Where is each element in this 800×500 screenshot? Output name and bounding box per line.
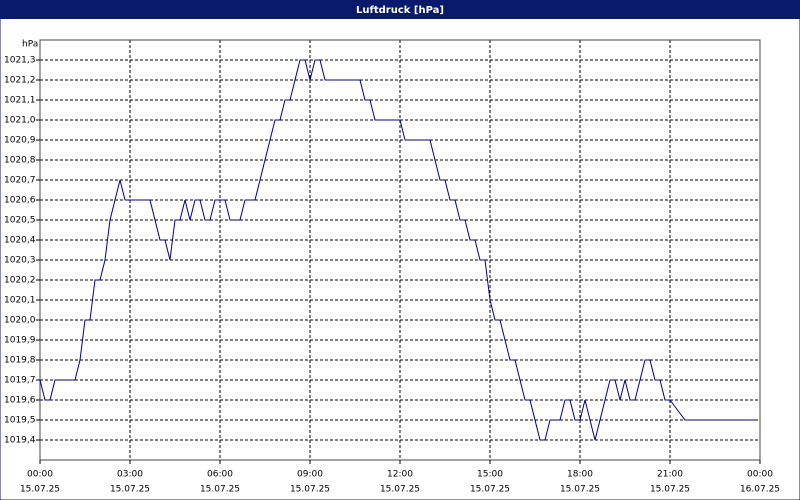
x-tick-label: 03:00: [117, 470, 143, 480]
x-tick-date: 15.07.25: [560, 485, 600, 495]
y-tick-label: 1021,2: [4, 76, 36, 86]
y-tick-label: 1020,3: [4, 256, 36, 266]
y-tick-label: 1020,5: [4, 216, 36, 226]
y-tick-label: 1019,4: [4, 436, 36, 446]
y-tick-label: 1020,6: [4, 196, 36, 206]
x-tick-date: 15.07.25: [650, 485, 690, 495]
x-tick-label: 12:00: [387, 470, 413, 480]
y-tick-label: 1019,6: [4, 396, 36, 406]
y-tick-label: 1020,2: [4, 276, 36, 286]
x-tick-label: 15:00: [477, 470, 503, 480]
y-tick-label: 1021,3: [4, 56, 36, 66]
y-tick-label: 1021,1: [4, 96, 36, 106]
x-tick-label: 00:00: [27, 470, 53, 480]
x-tick-label: 06:00: [207, 470, 233, 480]
y-tick-label: 1020,9: [4, 136, 36, 146]
y-tick-label: 1019,9: [4, 336, 36, 346]
y-tick-label: 1020,4: [4, 236, 36, 246]
y-tick-label: 1021,0: [4, 116, 36, 126]
x-tick-date: 15.07.25: [200, 485, 240, 495]
y-tick-label: 1019,5: [4, 416, 36, 426]
y-tick-label: 1020,1: [4, 296, 36, 306]
y-tick-label: 1019,7: [4, 376, 36, 386]
x-tick-label: 18:00: [567, 470, 593, 480]
title-bar: [0, 0, 800, 19]
x-tick-label: 21:00: [657, 470, 683, 480]
data-line: [39, 59, 755, 441]
x-tick-date: 15.07.25: [380, 485, 420, 495]
x-tick-label: 00:00: [747, 470, 773, 480]
x-tick-label: 09:00: [297, 470, 323, 480]
y-tick-label: 1020,0: [4, 316, 36, 326]
y-tick-label: 1020,7: [4, 176, 36, 186]
y-tick-label: 1020,8: [4, 156, 36, 166]
x-tick-date: 15.07.25: [110, 485, 150, 495]
y-tick-label: 1019,8: [4, 356, 36, 366]
x-tick-date: 15.07.25: [470, 485, 510, 495]
chart-title: Luftdruck [hPa]: [356, 5, 444, 16]
x-tick-date: 15.07.25: [290, 485, 330, 495]
x-tick-date: 16.07.25: [740, 485, 780, 495]
x-tick-date: 15.07.25: [20, 485, 60, 495]
y-axis-label: hPa: [22, 40, 38, 50]
